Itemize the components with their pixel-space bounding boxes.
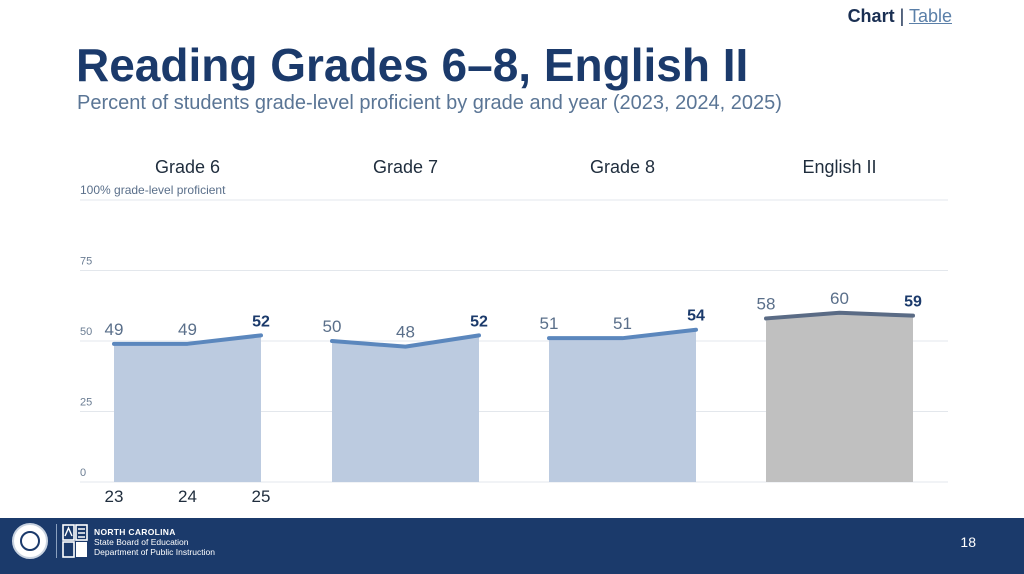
data-label: 54: [687, 308, 705, 325]
y-tick-label: 75: [80, 256, 92, 268]
panel-title: Grade 8: [590, 157, 655, 177]
series-line: [330, 333, 481, 349]
org-line-department: Department of Public Instruction: [94, 547, 215, 557]
x-tick-label: 25: [252, 487, 271, 506]
panel-title: Grade 7: [373, 157, 438, 177]
panel-title: Grade 6: [155, 157, 220, 177]
series-area: [766, 312, 913, 482]
x-tick-label: 23: [105, 487, 124, 506]
data-label: 52: [252, 313, 270, 330]
toggle-separator: |: [899, 6, 905, 26]
series-area: [549, 329, 696, 482]
footer-divider: [56, 524, 57, 558]
data-label: 58: [757, 294, 776, 313]
page-title: Reading Grades 6–8, English II: [76, 39, 749, 91]
y-tick-label: 25: [80, 397, 92, 409]
data-label: 60: [830, 289, 849, 308]
data-label: 50: [323, 317, 342, 336]
x-tick-label: 24: [178, 487, 197, 506]
view-toggle: Chart | Table: [848, 6, 952, 27]
series-line: [112, 333, 263, 346]
org-line-state: NORTH CAROLINA: [94, 527, 176, 537]
proficiency-chart: 0 25 50 75 100% grade-level proficient Grade …: [80, 157, 948, 506]
data-label: 48: [396, 323, 415, 342]
series-line: [547, 327, 698, 341]
y-axis-label: 100% grade-level proficient: [80, 183, 226, 197]
table-view-link[interactable]: Table: [908, 6, 952, 26]
org-line-board: State Board of Education: [94, 537, 189, 547]
data-label: 51: [540, 314, 559, 333]
data-label: 59: [904, 294, 922, 311]
data-label: 49: [178, 320, 197, 339]
panel-title: English II: [802, 157, 876, 177]
y-tick-label: 50: [80, 326, 92, 338]
series-area: [114, 335, 261, 482]
nc-state-seal-icon: [12, 523, 48, 559]
footer-bar: NORTH CAROLINA State Board of Education …: [0, 518, 1024, 574]
data-label: 52: [470, 313, 488, 330]
page-subtitle: Percent of students grade-level proficie…: [77, 92, 782, 114]
series-line: [764, 310, 915, 321]
data-label: 49: [105, 320, 124, 339]
page-number: 18: [960, 534, 976, 550]
data-label: 51: [613, 314, 632, 333]
y-tick-label: 0: [80, 467, 86, 479]
nc-dpi-logo-icon: [62, 524, 88, 558]
organization-name: NORTH CAROLINA State Board of Education …: [94, 527, 215, 557]
series-area: [332, 335, 479, 482]
chart-view-link[interactable]: Chart: [847, 6, 895, 26]
